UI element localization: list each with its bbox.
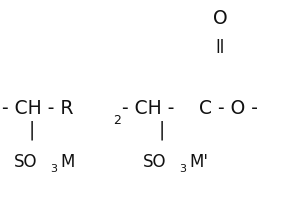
Text: M: M (60, 153, 74, 171)
Text: |: | (159, 120, 165, 140)
Text: |: | (29, 120, 35, 140)
Text: SO: SO (14, 153, 38, 171)
Text: SO: SO (143, 153, 166, 171)
Text: M': M' (189, 153, 208, 171)
Text: ll: ll (215, 39, 225, 57)
Text: 2: 2 (113, 114, 121, 127)
Text: - CH -: - CH - (122, 98, 174, 117)
Text: 3: 3 (50, 164, 57, 174)
Text: - CH - R: - CH - R (2, 98, 73, 117)
Text: O: O (213, 8, 227, 27)
Text: 3: 3 (179, 164, 186, 174)
Text: C - O -: C - O - (199, 98, 258, 117)
